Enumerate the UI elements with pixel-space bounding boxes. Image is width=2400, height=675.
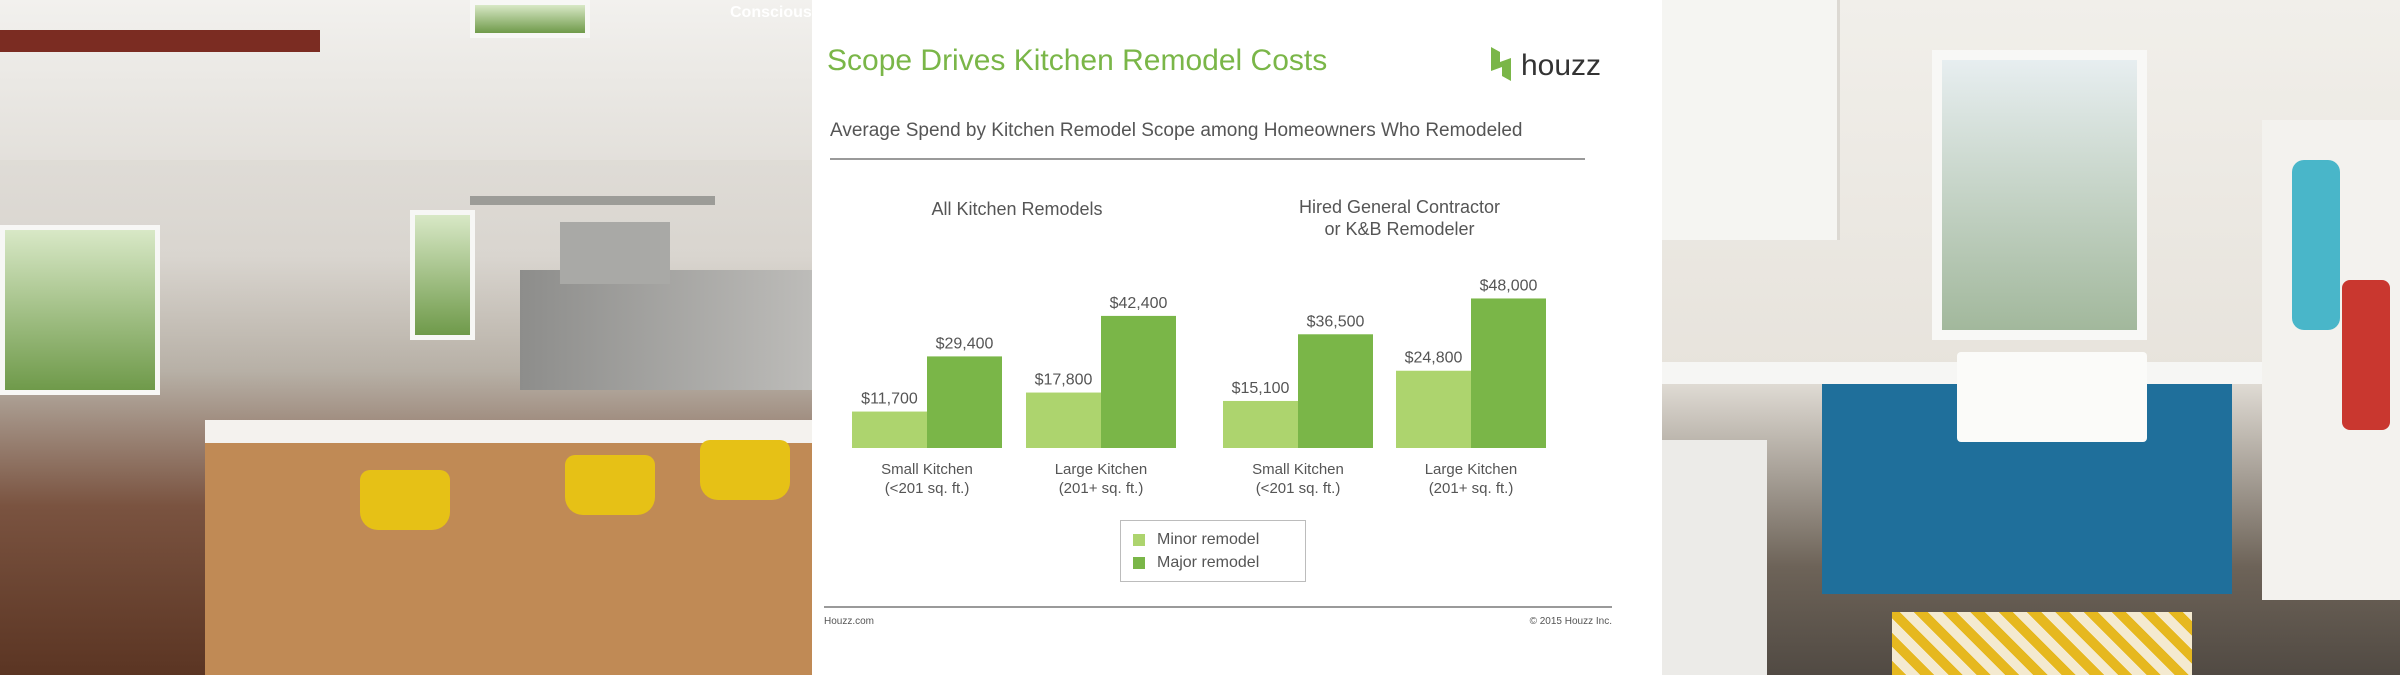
range-hood [560, 222, 670, 284]
category-label: Large Kitchen [1055, 461, 1148, 478]
coat [2292, 160, 2340, 330]
legend-label: Major remodel [1157, 554, 1260, 571]
footer-copyright: © 2015 Houzz Inc. [1529, 616, 1612, 627]
bar-minor-remodel [1026, 392, 1101, 448]
bar-value-label: $15,100 [1232, 380, 1290, 397]
category-label: (201+ sq. ft.) [1059, 480, 1144, 497]
category-label: Small Kitchen [881, 461, 973, 478]
brand-wordmark: houzz [1521, 49, 1602, 82]
bar-value-label: $24,800 [1405, 350, 1463, 367]
legend-swatch [1133, 534, 1145, 546]
panel-title: All Kitchen Remodels [832, 198, 1202, 220]
photo-caption: Conscious [730, 4, 812, 21]
stool [360, 470, 450, 530]
kitchen-photo-left: Conscious [0, 0, 812, 675]
bag [2342, 280, 2390, 430]
bar-major-remodel [1101, 315, 1176, 448]
window-center [410, 210, 475, 340]
category-label: Small Kitchen [1252, 461, 1344, 478]
backsplash [520, 270, 812, 390]
panel-title-line: or K&B Remodeler [1324, 219, 1475, 239]
divider [830, 158, 1585, 160]
stool [700, 440, 790, 500]
rug [1892, 612, 2192, 675]
bar-major-remodel [1471, 298, 1546, 448]
upper-cabinets [1662, 0, 1840, 240]
window [1932, 50, 2147, 340]
category-label: Large Kitchen [1425, 461, 1518, 478]
pendant-light [470, 196, 715, 205]
bar-major-remodel [1298, 334, 1373, 448]
category-label: (<201 sq. ft.) [1256, 480, 1341, 497]
ceiling [0, 0, 812, 160]
bar-value-label: $29,400 [936, 335, 994, 352]
bar-value-label: $36,500 [1307, 313, 1365, 330]
legend-swatch [1133, 557, 1145, 569]
stool [565, 455, 655, 515]
bar-value-label: $48,000 [1480, 277, 1538, 294]
bar-value-label: $17,800 [1035, 372, 1093, 389]
panel-title-line: Hired General Contractor [1298, 197, 1501, 217]
bar-minor-remodel [1396, 370, 1471, 448]
divider [824, 606, 1612, 608]
washing-machine [1662, 440, 1767, 675]
window-clerestory [470, 0, 590, 38]
panel-title: Hired General Contractor or K&B Remodele… [1212, 196, 1587, 240]
chart-subtitle: Average Spend by Kitchen Remodel Scope a… [830, 120, 1523, 141]
category-label: (201+ sq. ft.) [1429, 480, 1514, 497]
bar-minor-remodel [1223, 400, 1298, 448]
balcony-railing [0, 30, 320, 52]
footer-source: Houzz.com [824, 616, 875, 627]
legend: Minor remodel Major remodel [1120, 520, 1306, 582]
bar-chart-plot: $11,700 $29,400 Small Kitchen (<201 sq. ft.… [852, 277, 1546, 497]
bar-value-label: $42,400 [1110, 295, 1168, 312]
legend-label: Minor remodel [1157, 531, 1260, 548]
legend-item-minor: Minor remodel [1133, 529, 1259, 551]
bar-value-label: $11,700 [861, 391, 918, 408]
kitchen-photo-right [1662, 0, 2400, 675]
farmhouse-sink [1957, 352, 2147, 442]
panel-title-line: All Kitchen Remodels [931, 199, 1103, 219]
bar-major-remodel [927, 356, 1002, 448]
bar-minor-remodel [852, 411, 927, 448]
category-label: (<201 sq. ft.) [885, 480, 970, 497]
legend-item-major: Major remodel [1133, 552, 1259, 574]
window-left [0, 225, 160, 395]
chart-panel: Scope Drives Kitchen Remodel Costs houzz… [812, 0, 1662, 675]
houzz-logo: houzz [1487, 45, 1601, 89]
chart-title: Scope Drives Kitchen Remodel Costs [827, 44, 1328, 77]
houzz-logo-icon [1491, 47, 1511, 81]
